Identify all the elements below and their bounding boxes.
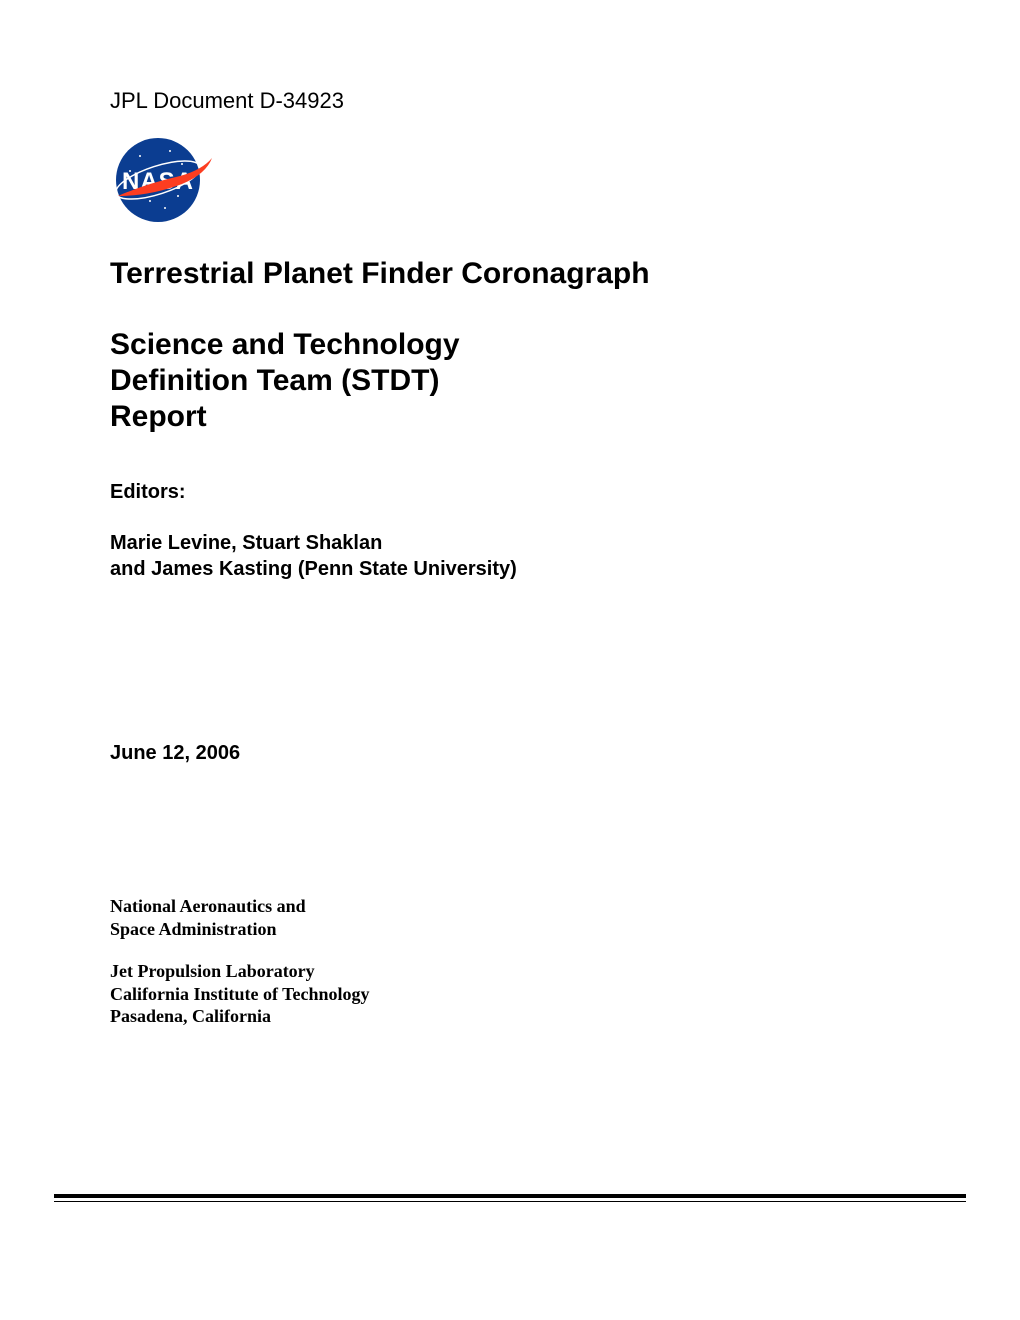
title-primary: Terrestrial Planet Finder Coronagraph <box>110 257 910 291</box>
editors-block: Marie Levine, Stuart Shaklan and James K… <box>110 530 910 582</box>
org-jpl-line-3: Pasadena, California <box>110 1005 910 1028</box>
document-number: JPL Document D-34923 <box>110 88 910 114</box>
title-line-2a: Science and Technology <box>110 327 910 363</box>
org-jpl: Jet Propulsion Laboratory California Ins… <box>110 960 910 1028</box>
editors-label: Editors: <box>110 481 910 504</box>
org-jpl-line-2: California Institute of Technology <box>110 983 910 1006</box>
org-jpl-line-1: Jet Propulsion Laboratory <box>110 960 910 983</box>
editors-line-2: and James Kasting (Penn State University… <box>110 556 910 582</box>
org-nasa-line-2: Space Administration <box>110 918 910 941</box>
title-line-2b: Definition Team (STDT) <box>110 363 910 399</box>
title-line-2c: Report <box>110 399 910 435</box>
org-nasa-line-1: National Aeronautics and <box>110 895 910 918</box>
publication-date: June 12, 2006 <box>110 742 910 765</box>
divider-thick <box>54 1194 966 1198</box>
org-nasa: National Aeronautics and Space Administr… <box>110 895 910 940</box>
editors-line-1: Marie Levine, Stuart Shaklan <box>110 530 910 556</box>
title-secondary: Science and Technology Definition Team (… <box>110 327 910 435</box>
logo-container: NASA <box>110 136 910 229</box>
footer-divider <box>54 1194 966 1203</box>
nasa-logo-icon: NASA <box>110 136 214 224</box>
divider-thin <box>54 1201 966 1203</box>
